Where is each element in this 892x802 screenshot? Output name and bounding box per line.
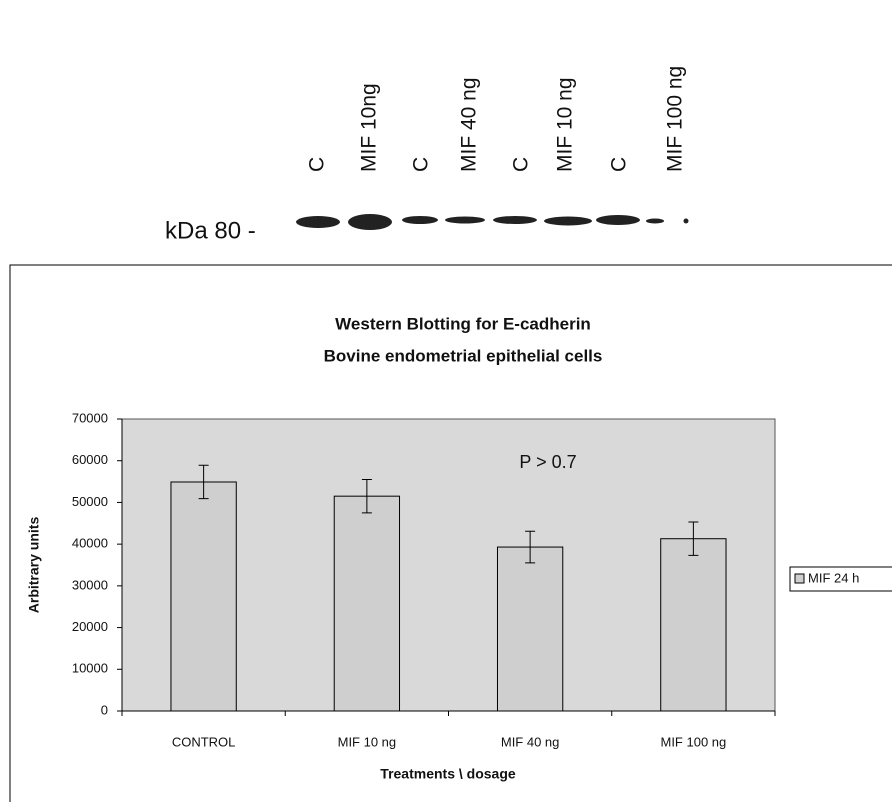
lane-label: MIF 100 ng [664,66,687,172]
y-tick-label: 0 [101,702,108,717]
bar [497,547,562,711]
y-tick-label: 70000 [72,410,108,425]
bar [334,496,399,711]
bar [661,539,726,711]
x-tick-label: MIF 40 ng [501,734,560,749]
legend-swatch [795,574,804,583]
lane-label: C [608,157,631,172]
y-axis-label: Arbitrary units [26,517,42,614]
y-tick-label: 10000 [72,661,108,676]
lane-label: C [510,157,533,172]
chart-subtitle: Bovine endometrial epithelial cells [324,346,603,365]
bar [171,482,236,711]
chart-title: Western Blotting for E-cadherin [335,314,591,333]
blot-marker: kDa 80 - [165,217,256,244]
x-tick-label: MIF 10 ng [338,734,397,749]
y-tick-label: 30000 [72,577,108,592]
lane-label: C [306,157,329,172]
y-tick-label: 20000 [72,619,108,634]
figure: kDa 80 - Western Blotting for E-cadherin… [0,0,892,802]
lane-label: MIF 10 ng [554,77,577,172]
page: kDa 80 - Western Blotting for E-cadherin… [0,0,892,802]
legend-label: MIF 24 h [808,570,859,585]
lane-label: C [410,157,433,172]
annotation: P > 0.7 [519,452,576,472]
lane-label: MIF 40 ng [458,77,481,172]
y-tick-label: 60000 [72,452,108,467]
lane-label: MIF 10ng [358,83,381,172]
blot-bands [296,214,689,230]
y-tick-label: 40000 [72,536,108,551]
x-axis-label: Treatments \ dosage [380,766,516,782]
y-tick-label: 50000 [72,494,108,509]
x-tick-label: CONTROL [172,734,236,749]
x-tick-label: MIF 100 ng [660,734,726,749]
